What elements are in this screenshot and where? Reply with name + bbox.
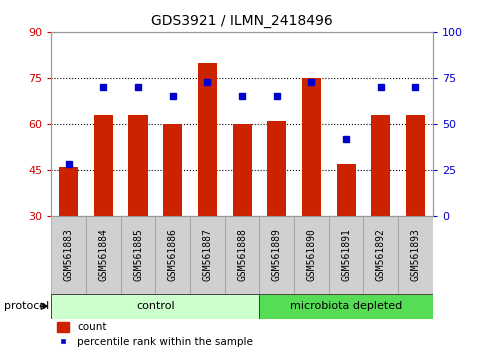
Bar <box>190 216 224 294</box>
Bar <box>328 216 363 294</box>
Bar <box>370 115 389 216</box>
Bar <box>259 294 432 319</box>
Bar <box>224 216 259 294</box>
Text: GSM561888: GSM561888 <box>237 228 246 281</box>
Bar <box>397 216 432 294</box>
Bar <box>128 115 147 216</box>
Bar <box>293 216 328 294</box>
Bar <box>363 216 397 294</box>
Bar <box>86 216 121 294</box>
Legend: count, percentile rank within the sample: count, percentile rank within the sample <box>57 322 253 347</box>
Bar <box>266 121 285 216</box>
Text: GSM561884: GSM561884 <box>98 228 108 281</box>
Title: GDS3921 / ILMN_2418496: GDS3921 / ILMN_2418496 <box>151 14 332 28</box>
Bar <box>94 115 113 216</box>
Bar <box>232 124 251 216</box>
Bar <box>51 294 259 319</box>
Text: GSM561892: GSM561892 <box>375 228 385 281</box>
Text: GSM561893: GSM561893 <box>409 228 420 281</box>
Bar <box>198 63 217 216</box>
Bar <box>259 216 293 294</box>
Text: protocol: protocol <box>3 301 49 311</box>
Text: GSM561886: GSM561886 <box>167 228 177 281</box>
Text: GSM561883: GSM561883 <box>63 228 74 281</box>
Text: GSM561891: GSM561891 <box>341 228 350 281</box>
Bar <box>59 167 78 216</box>
Text: GSM561885: GSM561885 <box>133 228 142 281</box>
Text: GSM561890: GSM561890 <box>306 228 316 281</box>
Text: control: control <box>136 301 174 311</box>
Bar <box>301 78 320 216</box>
Text: GSM561887: GSM561887 <box>202 228 212 281</box>
Bar <box>336 164 355 216</box>
Bar <box>163 124 182 216</box>
Bar <box>405 115 424 216</box>
Bar <box>155 216 190 294</box>
Bar <box>51 216 86 294</box>
Text: GSM561889: GSM561889 <box>271 228 281 281</box>
Bar <box>121 216 155 294</box>
Text: microbiota depleted: microbiota depleted <box>289 301 402 311</box>
